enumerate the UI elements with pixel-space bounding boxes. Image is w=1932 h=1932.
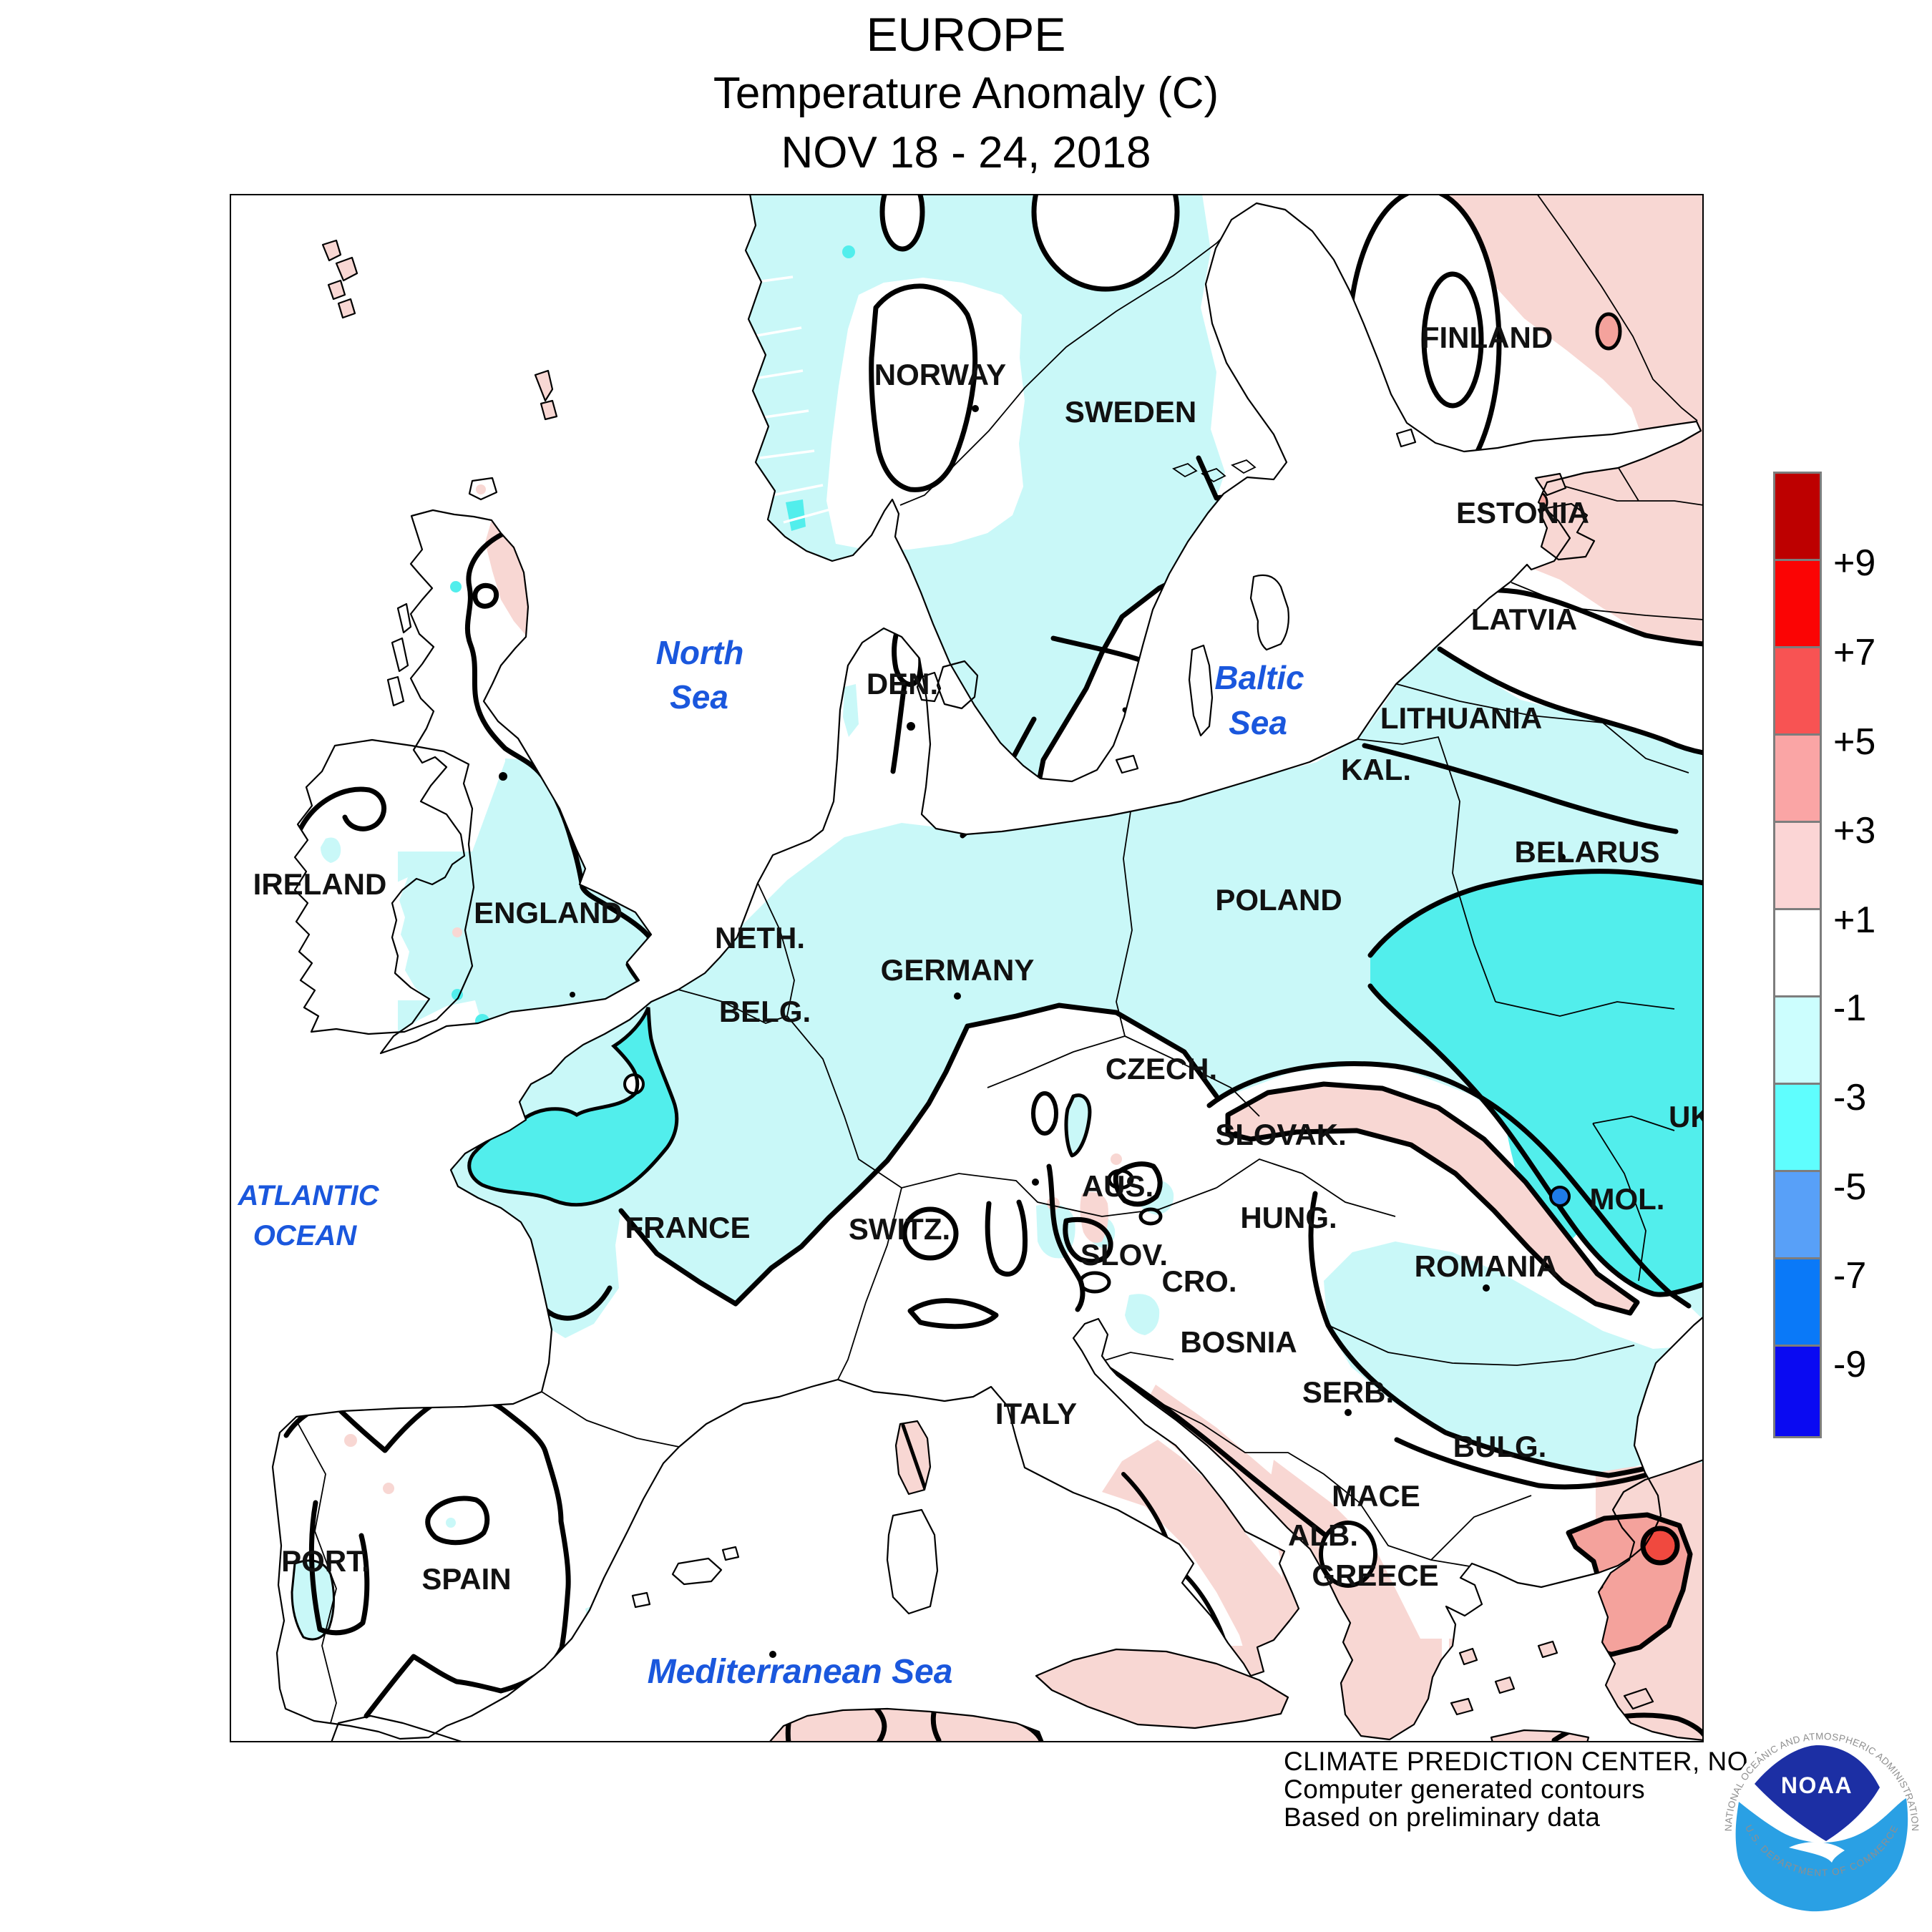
- svg-text:SPAIN: SPAIN: [421, 1562, 511, 1596]
- svg-text:ITALY: ITALY: [995, 1397, 1077, 1430]
- svg-text:ESTONIA: ESTONIA: [1456, 496, 1589, 530]
- svg-text:Baltic: Baltic: [1214, 659, 1304, 696]
- svg-text:CRO.: CRO.: [1162, 1264, 1237, 1298]
- svg-text:FINLAND: FINLAND: [1421, 321, 1553, 354]
- svg-text:PORT.: PORT.: [281, 1544, 370, 1578]
- svg-text:NOAA: NOAA: [1781, 1772, 1853, 1798]
- svg-text:GERMANY: GERMANY: [881, 953, 1035, 987]
- svg-text:ALB.: ALB.: [1288, 1518, 1358, 1552]
- svg-text:NORWAY: NORWAY: [874, 358, 1006, 391]
- svg-text:ATLANTIC: ATLANTIC: [238, 1180, 380, 1211]
- svg-text:GREECE: GREECE: [1312, 1558, 1438, 1592]
- svg-text:IRELAND: IRELAND: [253, 867, 387, 901]
- svg-text:Mediterranean Sea: Mediterranean Sea: [648, 1653, 953, 1691]
- svg-text:HUNG.: HUNG.: [1240, 1201, 1337, 1234]
- svg-text:SERB.: SERB.: [1302, 1375, 1394, 1409]
- svg-text:Sea: Sea: [1229, 704, 1287, 741]
- svg-text:LATVIA: LATVIA: [1471, 602, 1578, 636]
- svg-text:CZECH.: CZECH.: [1106, 1052, 1217, 1085]
- svg-text:MACE: MACE: [1332, 1479, 1420, 1513]
- svg-text:UKRAINE: UKRAINE: [1669, 1100, 1704, 1133]
- svg-text:AUS.: AUS.: [1082, 1169, 1153, 1203]
- svg-text:North: North: [656, 634, 744, 671]
- svg-text:SWITZ.: SWITZ.: [849, 1212, 950, 1246]
- svg-text:BELG.: BELG.: [719, 995, 811, 1028]
- svg-text:Sea: Sea: [670, 678, 728, 716]
- svg-text:SLOVAK.: SLOVAK.: [1215, 1118, 1347, 1151]
- svg-text:BELARUS: BELARUS: [1514, 835, 1659, 869]
- svg-text:MOL.: MOL.: [1590, 1182, 1665, 1216]
- svg-text:LITHUANIA: LITHUANIA: [1380, 701, 1542, 735]
- svg-text:ROMANIA: ROMANIA: [1415, 1249, 1558, 1283]
- svg-text:SLOV.: SLOV.: [1080, 1238, 1168, 1272]
- svg-text:DEN.: DEN.: [867, 667, 938, 701]
- svg-text:BULG.: BULG.: [1453, 1430, 1547, 1463]
- svg-text:ENGLAND: ENGLAND: [474, 896, 623, 930]
- svg-text:SWEDEN: SWEDEN: [1065, 395, 1196, 429]
- svg-text:BOSNIA: BOSNIA: [1180, 1325, 1297, 1359]
- svg-text:KAL.: KAL.: [1341, 753, 1411, 786]
- svg-text:NETH.: NETH.: [715, 921, 805, 955]
- svg-text:POLAND: POLAND: [1215, 883, 1342, 917]
- svg-text:FRANCE: FRANCE: [625, 1211, 751, 1244]
- svg-text:OCEAN: OCEAN: [253, 1220, 358, 1252]
